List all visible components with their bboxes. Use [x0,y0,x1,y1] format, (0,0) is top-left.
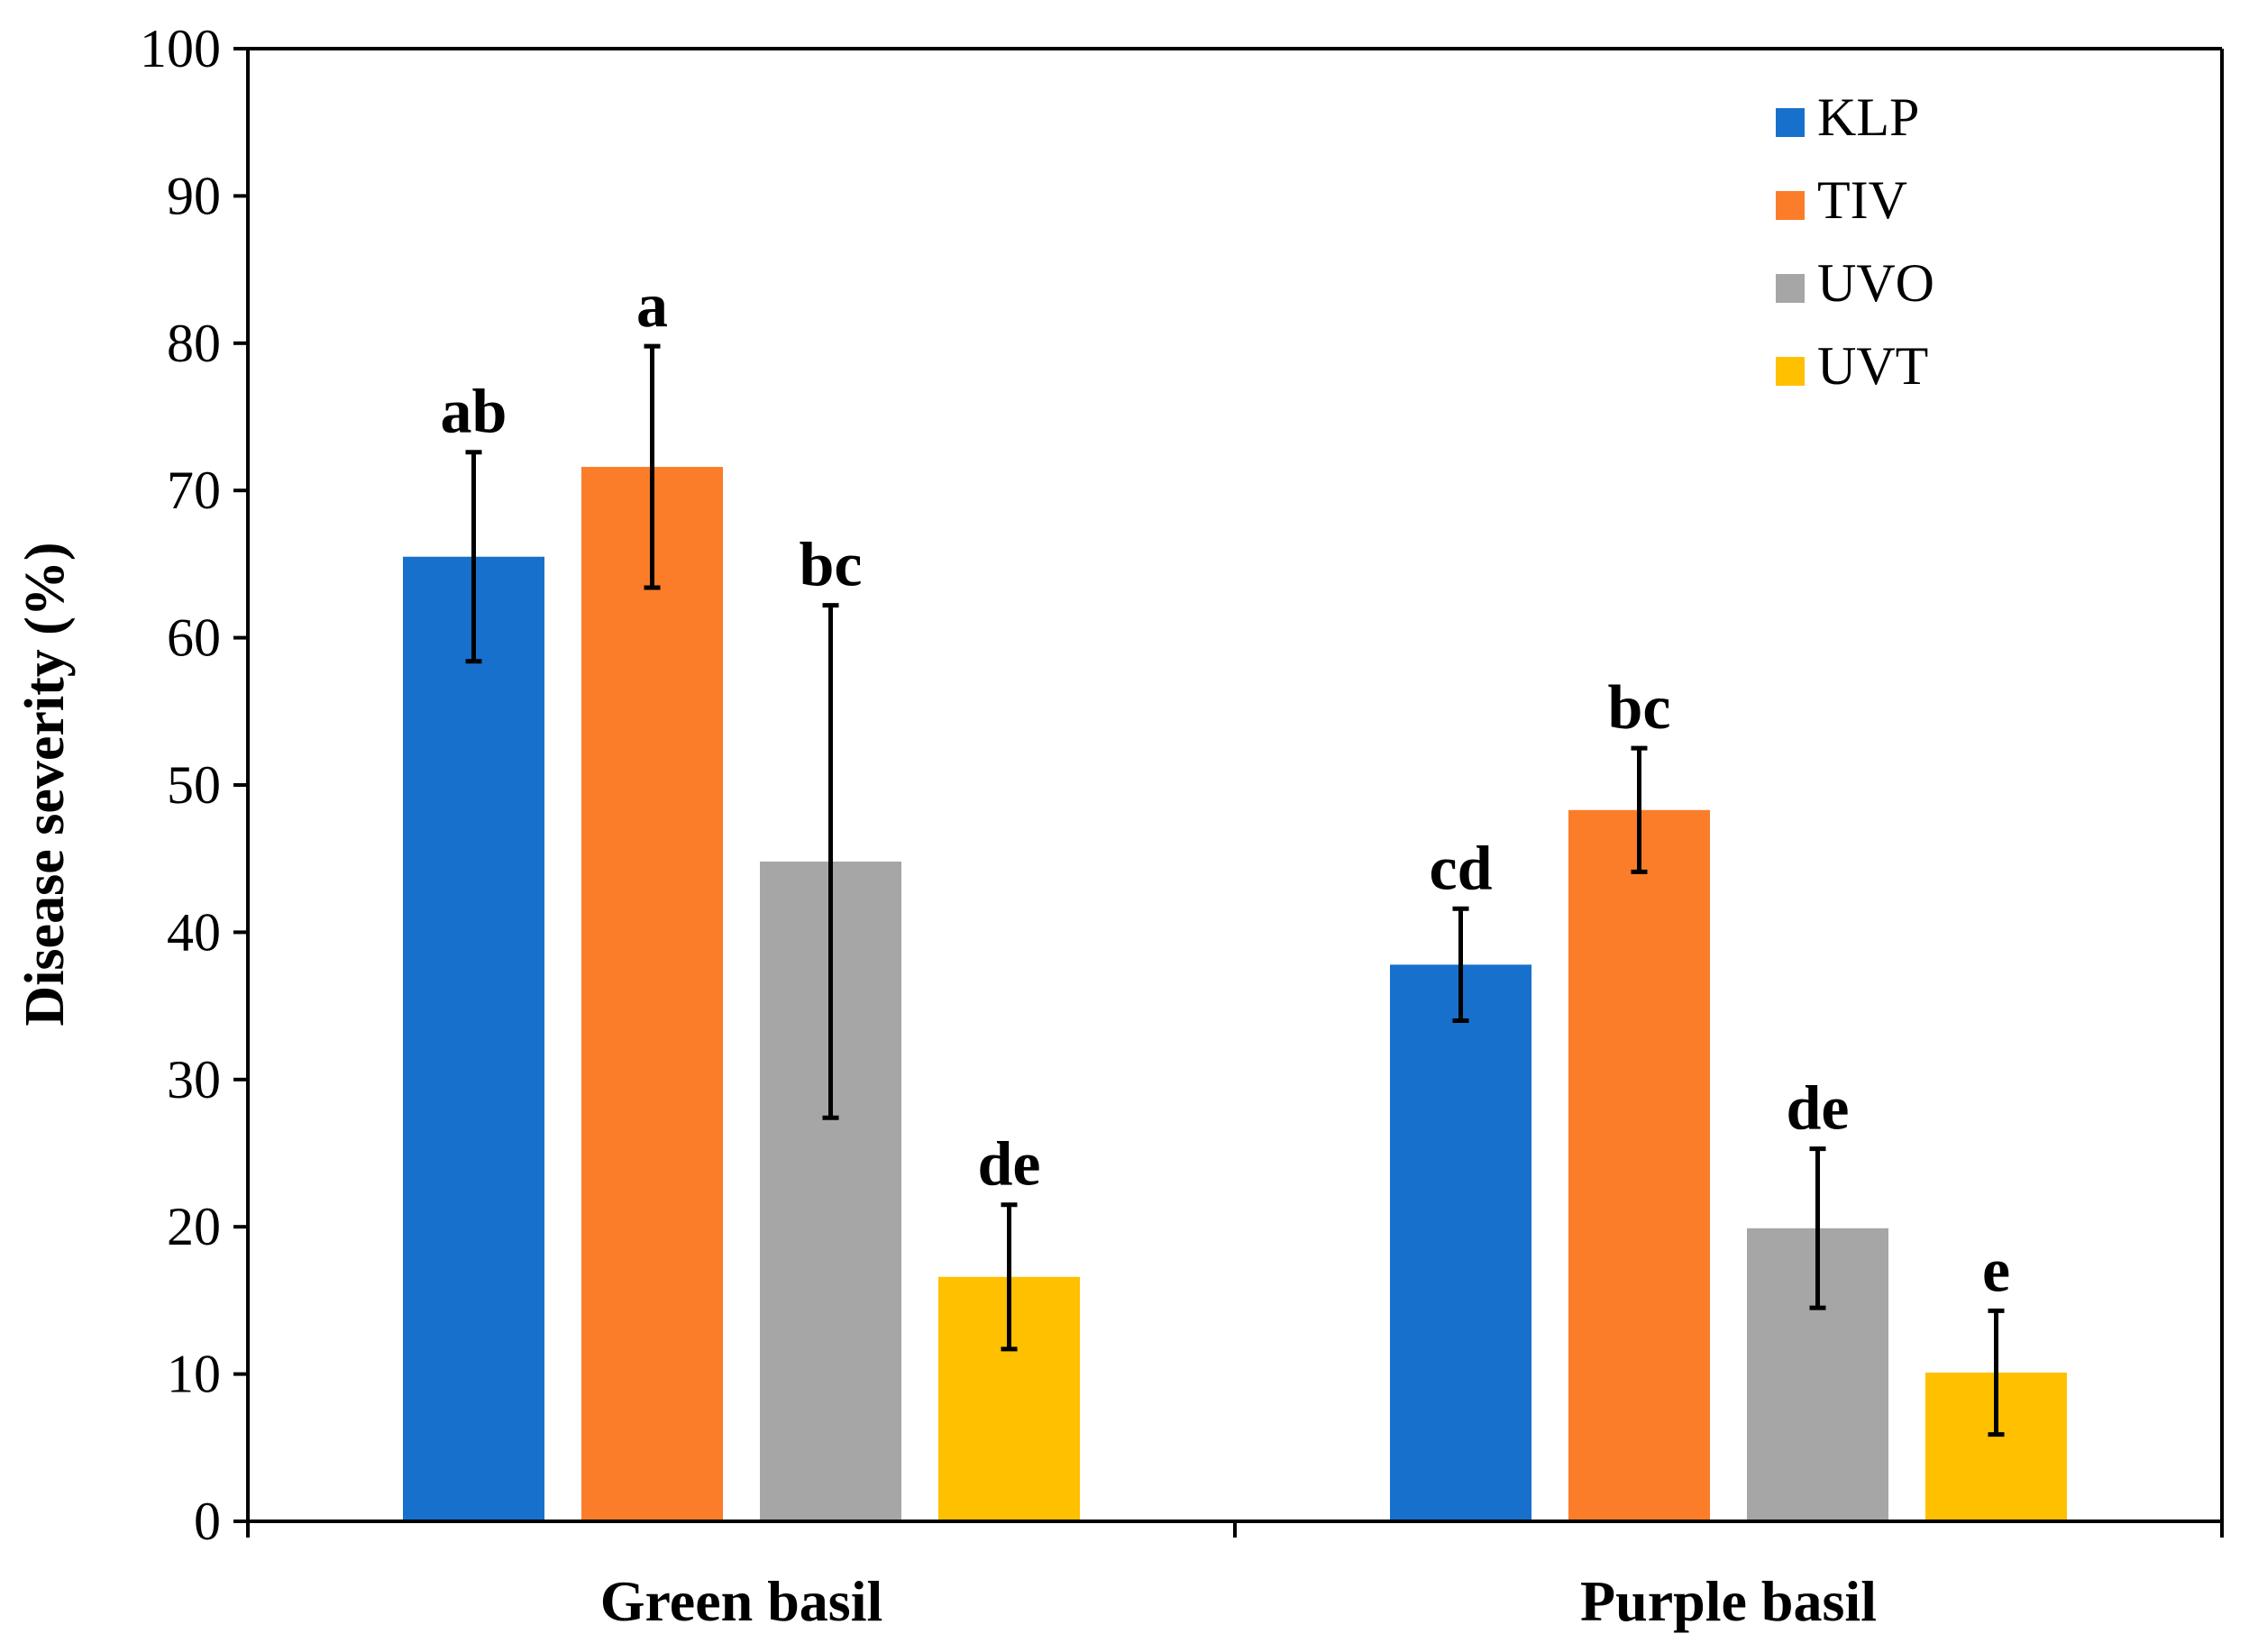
significance-letter: e [1982,1236,2010,1305]
legend-swatch-tiv [1776,191,1805,220]
bar-tiv-green-basil [581,467,723,1521]
legend: KLP TIV UVO UVT [1776,87,1934,396]
legend-label-uvo: UVO [1817,253,1934,313]
significance-letter: cd [1430,834,1493,903]
bar-layer [403,467,2067,1521]
y-tick-label: 40 [167,902,221,962]
y-axis-title: Disease severity (%) [14,542,76,1026]
axes: Green basil Purple basil 0 10 20 30 40 50 60 70 80… [140,19,2224,1633]
y-tick-label: 70 [167,461,221,520]
legend-label-tiv: TIV [1817,170,1907,230]
legend-swatch-uvt [1776,357,1805,386]
significance-letter: bc [800,531,863,600]
y-tick-label: 30 [167,1050,221,1109]
error-bar-layer [465,343,2005,1438]
bar-klp-green-basil [403,556,544,1521]
legend-swatch-klp [1776,108,1805,137]
significance-letter: de [978,1130,1041,1200]
legend-swatch-uvo [1776,274,1805,303]
bar-klp-purple-basil [1390,964,1531,1521]
y-tick-label: 60 [167,608,221,668]
y-tick-label: 80 [167,314,221,373]
y-tick-label: 0 [194,1492,221,1551]
significance-letter: de [1787,1074,1850,1144]
legend-label-klp: KLP [1817,87,1919,147]
significance-letter: a [636,271,668,341]
bar-tiv-purple-basil [1568,809,1710,1521]
significance-letter: ab [441,378,507,447]
y-tick-label: 90 [167,166,221,225]
y-tick-label: 10 [167,1345,221,1404]
significance-letter: bc [1608,673,1671,743]
y-tick-label: 50 [167,755,221,815]
x-category-label: Green basil [600,1569,883,1633]
significance-letter-layer: ab a bc de cd bc de e [441,271,2011,1305]
x-category-label: Purple basil [1580,1569,1877,1633]
y-tick-label: 100 [140,19,221,78]
y-tick-label: 20 [167,1197,221,1256]
legend-label-uvt: UVT [1817,336,1928,396]
